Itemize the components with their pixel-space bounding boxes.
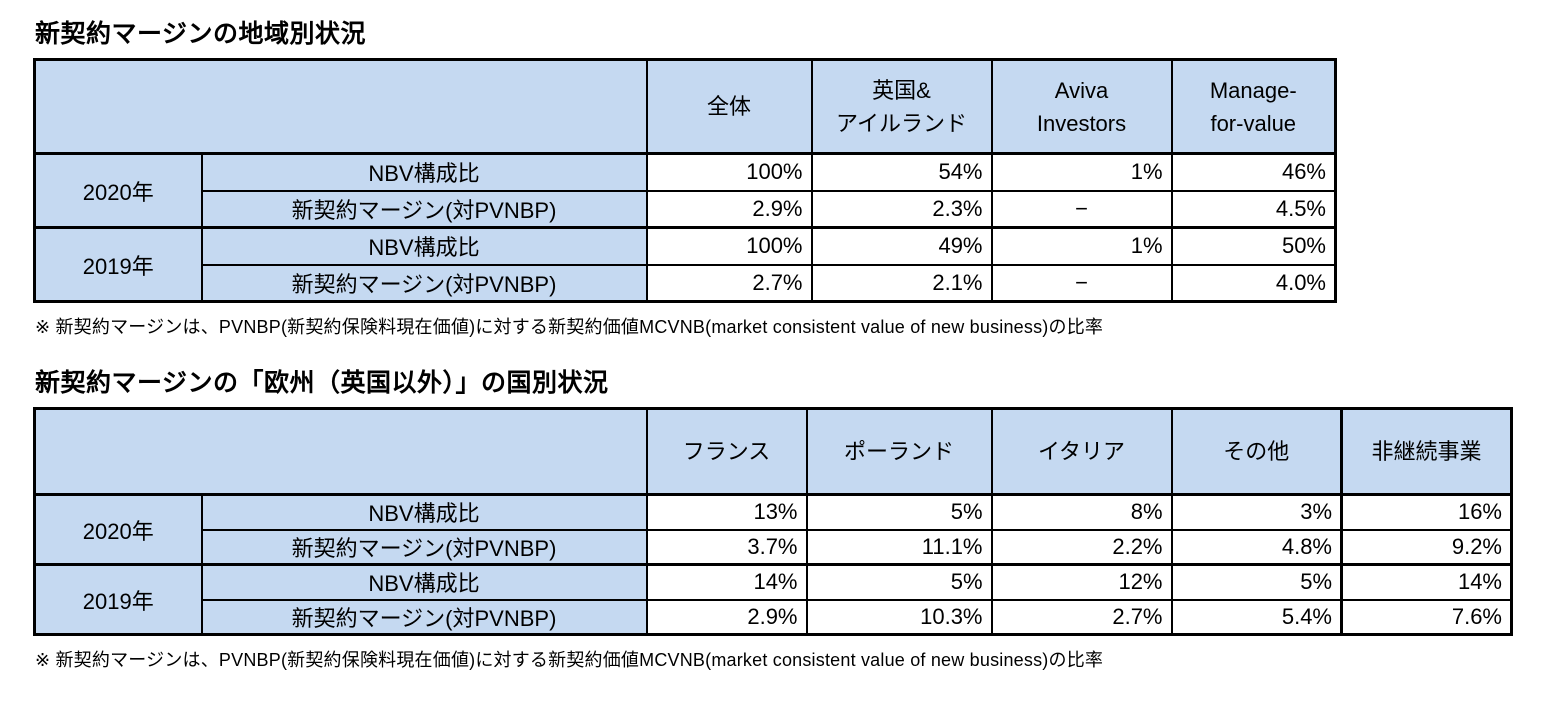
table2-header: フランス ポーランド イタリア その他 非継続事業 — [33, 407, 1513, 496]
value-cell: 49% — [810, 226, 993, 266]
value-cell: 16% — [1340, 493, 1513, 531]
value-cell: 5.4% — [1170, 598, 1343, 636]
value-cell: 2.9% — [645, 598, 808, 636]
table-row: 2020年 NBV構成比 13% 5% 8% 3% 16% — [33, 493, 1513, 566]
year-cell-2019: 2019年 — [33, 563, 203, 636]
value-cell: 8% — [990, 493, 1173, 531]
column-header-france: フランス — [645, 407, 808, 496]
table2-title: 新契約マージンの「欧州（英国以外）」の国別状況 — [35, 369, 609, 397]
column-header-total: 全体 — [645, 58, 813, 155]
year-cell-2020: 2020年 — [33, 152, 203, 229]
metric-cell: NBV構成比 — [200, 493, 648, 531]
value-cell: 2.7% — [645, 263, 813, 303]
value-cell: 4.8% — [1170, 528, 1343, 566]
value-cell: 1% — [990, 152, 1173, 192]
value-cell: 10.3% — [805, 598, 993, 636]
value-cell: 50% — [1170, 226, 1337, 266]
table-row: 新契約マージン(対PVNBP) 2.9% 10.3% 2.7% 5.4% 7.6… — [35, 598, 1513, 636]
europe-country-margin-table: フランス ポーランド イタリア その他 非継続事業 2020年 NBV構成比 1… — [33, 407, 1513, 636]
corner-cell — [33, 58, 648, 155]
table1-header: 全体 英国& アイルランド Aviva Investors Manage- fo… — [33, 58, 1337, 155]
value-cell: 5% — [805, 493, 993, 531]
value-cell: 2.2% — [990, 528, 1173, 566]
value-cell: 2.3% — [810, 189, 993, 229]
value-cell: 3.7% — [645, 528, 808, 566]
value-cell: 12% — [990, 563, 1173, 601]
value-cell: 1% — [990, 226, 1173, 266]
metric-cell: NBV構成比 — [200, 563, 648, 601]
column-header-manage-for-value: Manage- for-value — [1170, 58, 1337, 155]
region-margin-table: 全体 英国& アイルランド Aviva Investors Manage- fo… — [33, 58, 1337, 303]
value-cell: 11.1% — [805, 528, 993, 566]
table-row: 新契約マージン(対PVNBP) 2.7% 2.1% − 4.0% — [35, 263, 1337, 303]
value-cell: 14% — [1340, 563, 1513, 601]
value-cell: 14% — [645, 563, 808, 601]
metric-cell: 新契約マージン(対PVNBP) — [200, 598, 648, 636]
corner-cell — [33, 407, 648, 496]
year-cell-2019: 2019年 — [33, 226, 203, 303]
value-cell: 4.0% — [1170, 263, 1337, 303]
table-row: 2020年 NBV構成比 100% 54% 1% 46% — [33, 152, 1337, 229]
value-cell: − — [990, 189, 1173, 229]
value-cell: 2.7% — [990, 598, 1173, 636]
value-cell: 4.5% — [1170, 189, 1337, 229]
table-row: 2019年 NBV構成比 100% 49% 1% 50% — [33, 226, 1337, 303]
value-cell: − — [990, 263, 1173, 303]
table2-body: 2020年 NBV構成比 13% 5% 8% 3% 16% 新契約マージン(対P… — [33, 493, 1513, 636]
value-cell: 2.1% — [810, 263, 993, 303]
value-cell: 100% — [645, 152, 813, 192]
value-cell: 46% — [1170, 152, 1337, 192]
metric-cell: 新契約マージン(対PVNBP) — [200, 528, 648, 566]
table2-footnote: ※ 新契約マージンは、PVNBP(新契約保険料現在価値)に対する新契約価値MCV… — [35, 650, 1104, 670]
year-cell-2020: 2020年 — [33, 493, 203, 566]
value-cell: 5% — [805, 563, 993, 601]
metric-cell: 新契約マージン(対PVNBP) — [200, 263, 648, 303]
column-header-discontinued: 非継続事業 — [1340, 407, 1513, 496]
value-cell: 13% — [645, 493, 808, 531]
column-header-poland: ポーランド — [805, 407, 993, 496]
column-header-italy: イタリア — [990, 407, 1173, 496]
value-cell: 2.9% — [645, 189, 813, 229]
table1-body: 2020年 NBV構成比 100% 54% 1% 46% 新契約マージン(対PV… — [33, 152, 1337, 303]
table-row: 2019年 NBV構成比 14% 5% 12% 5% 14% — [33, 563, 1513, 636]
column-header-other: その他 — [1170, 407, 1343, 496]
value-cell: 54% — [810, 152, 993, 192]
metric-cell: 新契約マージン(対PVNBP) — [200, 189, 648, 229]
column-header-aviva-investors: Aviva Investors — [990, 58, 1173, 155]
column-header-uk-ireland: 英国& アイルランド — [810, 58, 993, 155]
metric-cell: NBV構成比 — [200, 152, 648, 192]
value-cell: 100% — [645, 226, 813, 266]
table-row: 新契約マージン(対PVNBP) 3.7% 11.1% 2.2% 4.8% 9.2… — [35, 528, 1513, 566]
value-cell: 7.6% — [1340, 598, 1513, 636]
table1-title: 新契約マージンの地域別状況 — [35, 20, 367, 48]
metric-cell: NBV構成比 — [200, 226, 648, 266]
table-row: 新契約マージン(対PVNBP) 2.9% 2.3% − 4.5% — [35, 189, 1337, 229]
value-cell: 9.2% — [1340, 528, 1513, 566]
table1-footnote: ※ 新契約マージンは、PVNBP(新契約保険料現在価値)に対する新契約価値MCV… — [35, 317, 1104, 337]
value-cell: 3% — [1170, 493, 1343, 531]
value-cell: 5% — [1170, 563, 1343, 601]
